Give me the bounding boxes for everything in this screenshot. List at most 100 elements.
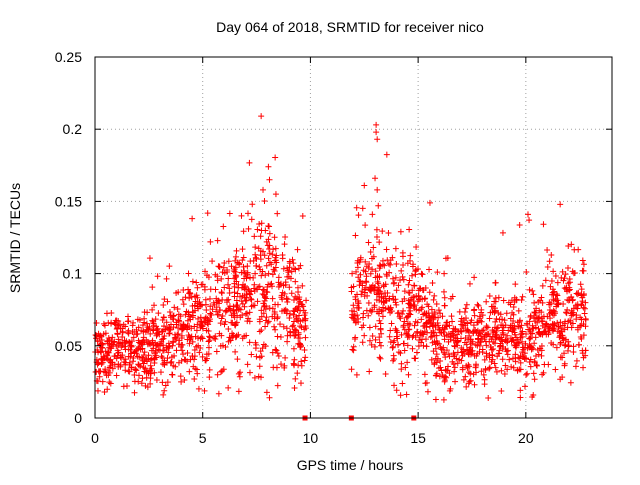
data-point <box>580 261 587 268</box>
data-point <box>482 367 489 374</box>
data-point <box>580 320 587 327</box>
data-point <box>461 309 468 316</box>
data-point <box>301 346 308 353</box>
data-point <box>280 323 287 330</box>
data-point <box>291 265 298 272</box>
data-point <box>137 363 144 370</box>
data-point <box>517 394 524 401</box>
data-point <box>553 303 560 310</box>
data-point <box>226 305 233 312</box>
data-point <box>147 330 154 337</box>
data-point <box>175 311 182 318</box>
data-point <box>578 286 585 293</box>
data-point <box>372 268 379 275</box>
data-point <box>470 322 477 329</box>
data-point <box>153 332 160 339</box>
data-point <box>489 333 496 340</box>
data-point <box>382 371 389 378</box>
data-point <box>148 365 155 372</box>
data-point <box>492 318 499 325</box>
data-point <box>441 336 448 343</box>
data-point <box>94 378 101 385</box>
data-point <box>560 300 567 307</box>
data-point <box>274 350 281 357</box>
data-point <box>290 329 297 336</box>
data-point <box>436 326 443 333</box>
data-point <box>409 263 416 270</box>
data-point <box>194 294 201 301</box>
data-point <box>480 326 487 333</box>
data-point <box>471 352 478 359</box>
data-point <box>363 279 370 286</box>
data-point <box>414 319 421 326</box>
data-point <box>425 318 432 325</box>
data-point <box>373 129 380 136</box>
data-point <box>246 339 253 346</box>
data-point <box>256 220 263 227</box>
data-point <box>271 268 278 275</box>
data-point <box>213 308 220 315</box>
data-point <box>519 349 526 356</box>
data-point <box>184 317 191 324</box>
data-point <box>400 276 407 283</box>
data-point <box>373 121 380 128</box>
data-point <box>232 269 239 276</box>
data-point <box>562 271 569 278</box>
data-point <box>228 263 235 270</box>
data-point <box>442 366 449 373</box>
data-point <box>467 370 474 377</box>
data-point <box>454 337 461 344</box>
data-point <box>466 280 473 287</box>
data-point <box>555 323 562 330</box>
data-point <box>278 294 285 301</box>
data-point <box>218 315 225 322</box>
data-point <box>495 334 502 341</box>
data-point <box>170 316 177 323</box>
data-point <box>465 361 472 368</box>
data-point <box>485 395 492 402</box>
data-point <box>219 313 226 320</box>
data-point <box>401 318 408 325</box>
data-point <box>288 290 295 297</box>
data-point <box>162 382 169 389</box>
data-point <box>135 337 142 344</box>
y-axis-label: SRMTID / TECUs <box>7 183 23 293</box>
data-point <box>463 383 470 390</box>
data-point <box>349 346 356 353</box>
data-point <box>387 339 394 346</box>
data-point <box>130 355 137 362</box>
data-point <box>198 334 205 341</box>
data-point <box>166 330 173 337</box>
data-point <box>238 212 245 219</box>
data-point <box>207 334 214 341</box>
data-point <box>135 362 142 369</box>
data-point <box>254 226 261 233</box>
data-point <box>435 314 442 321</box>
data-point <box>418 270 425 277</box>
data-point <box>577 281 584 288</box>
data-point <box>195 385 202 392</box>
data-point <box>500 331 507 338</box>
data-point <box>168 354 175 361</box>
data-point <box>157 340 164 347</box>
data-point <box>243 332 250 339</box>
data-point <box>440 288 447 295</box>
data-point <box>136 343 143 350</box>
data-point <box>470 307 477 314</box>
data-point <box>290 297 297 304</box>
data-point <box>379 261 386 268</box>
data-point <box>524 345 531 352</box>
data-point <box>296 312 303 319</box>
data-point <box>495 294 502 301</box>
data-point <box>564 347 571 354</box>
data-point <box>150 320 157 327</box>
data-point <box>390 352 397 359</box>
data-point <box>486 365 493 372</box>
data-point <box>180 301 187 308</box>
data-point <box>179 347 186 354</box>
data-point <box>288 268 295 275</box>
data-point <box>284 296 291 303</box>
data-point <box>99 359 106 366</box>
data-point <box>420 323 427 330</box>
data-point <box>161 332 168 339</box>
